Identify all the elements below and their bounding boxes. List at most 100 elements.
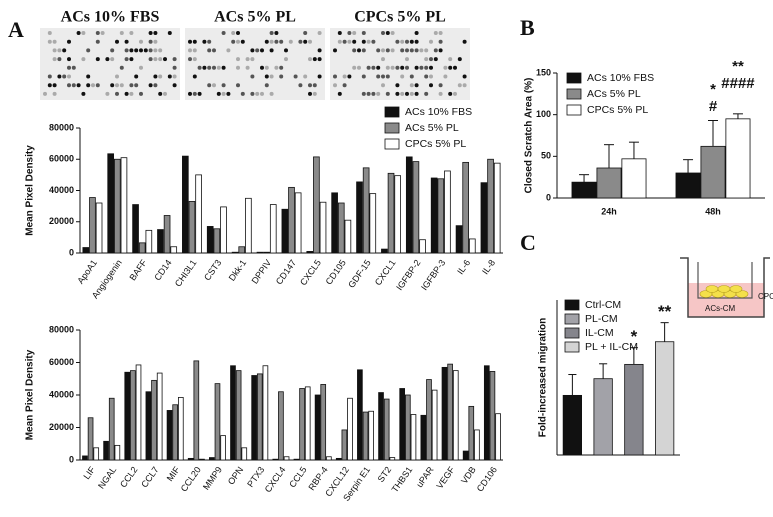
array-spot: [81, 91, 86, 96]
x-tick-label: CD106: [475, 465, 499, 494]
bar: [405, 394, 411, 461]
array-spot: [167, 31, 172, 35]
bar: [369, 193, 377, 254]
bar: [87, 417, 94, 461]
array-spot: [86, 83, 91, 88]
array-spot: [395, 39, 400, 44]
array-spot: [163, 57, 167, 62]
y-tick-label: 0: [69, 247, 74, 257]
array-spot: [67, 57, 71, 62]
x-tick-label: MIF: [165, 464, 182, 483]
array-spot: [264, 39, 269, 44]
y-tick-label: 0: [546, 192, 551, 202]
bar: [138, 242, 146, 254]
array-spot: [438, 39, 443, 44]
array-spot: [453, 65, 457, 70]
array-spot: [231, 31, 236, 35]
bar: [157, 229, 164, 254]
significance-mark: **: [658, 302, 672, 321]
array-spot: [457, 57, 462, 62]
y-tick-label: 0: [69, 454, 74, 464]
array-spot: [81, 31, 86, 35]
array-spot: [457, 83, 462, 88]
y-tick-label: 60000: [49, 357, 74, 367]
array-spot: [115, 91, 119, 96]
array-spot: [352, 48, 357, 53]
array-spot: [226, 48, 231, 53]
array-image: [330, 28, 470, 100]
bar: [256, 251, 264, 254]
array-spot: [119, 65, 124, 70]
bar: [426, 379, 432, 461]
array-spot: [110, 83, 115, 88]
array-spot: [443, 74, 448, 79]
bar: [357, 369, 363, 461]
legend-label: CPCs 5% PL: [587, 104, 648, 116]
array-spot: [148, 31, 153, 35]
array-spot: [255, 48, 260, 53]
array-spot: [57, 57, 62, 62]
bar: [193, 360, 200, 461]
panel-label: B: [520, 15, 535, 40]
legend-label: PL + IL-CM: [585, 341, 638, 353]
bar: [82, 247, 90, 254]
bar: [235, 370, 242, 461]
array-spot: [86, 48, 91, 53]
array-spot: [274, 65, 279, 70]
array-spot: [212, 65, 216, 70]
array-spot: [71, 83, 76, 88]
x-tick-label: THBS1: [390, 465, 415, 495]
array-spot: [212, 83, 216, 88]
inset-label: CPC: [758, 292, 773, 301]
bar: [294, 192, 302, 254]
array-spot: [139, 39, 143, 44]
array-spot: [158, 91, 163, 96]
bar: [314, 394, 321, 461]
x-tick-label: IGFBP-3: [419, 258, 447, 292]
array-spot: [419, 48, 424, 53]
array-spot: [317, 31, 322, 35]
legend-label: ACs 10% FBS: [405, 106, 472, 118]
array-spot: [110, 48, 115, 53]
x-tick-label: BAFF: [127, 257, 149, 282]
bar: [306, 251, 314, 254]
array-spot: [139, 91, 143, 96]
x-tick-label: uPAR: [414, 464, 436, 489]
array-spot: [462, 83, 467, 88]
array-spot: [405, 91, 409, 96]
bar: [387, 172, 395, 254]
array-spot: [429, 65, 433, 70]
array-spot: [357, 65, 361, 70]
array-spot: [424, 74, 429, 79]
array-spot: [400, 74, 405, 79]
array-spot: [119, 83, 124, 88]
array-spot: [158, 48, 163, 53]
array-spot: [414, 83, 419, 88]
array-spot: [153, 57, 158, 62]
bar: [378, 392, 384, 461]
bar: [313, 156, 320, 254]
array-spot: [342, 39, 347, 44]
bar: [231, 251, 239, 254]
array-spot: [409, 39, 414, 44]
array-spot: [347, 31, 352, 35]
bar: [293, 458, 300, 461]
y-tick-label: 150: [536, 67, 551, 77]
array-spot: [67, 74, 71, 79]
array-spot: [95, 57, 100, 62]
array-spot: [52, 57, 57, 62]
array-spot: [47, 39, 52, 44]
array-spot: [139, 65, 143, 70]
bar: [441, 366, 448, 461]
array-spot: [153, 83, 158, 88]
array-spot: [153, 31, 158, 35]
legend-label: Ctrl-CM: [585, 299, 621, 311]
array-spot: [52, 48, 57, 53]
bar: [262, 365, 269, 461]
y-tick-label: 20000: [49, 422, 74, 432]
array-spot: [260, 65, 264, 70]
legend-swatch: [564, 299, 580, 311]
bar: [344, 219, 352, 254]
bar: [188, 201, 196, 254]
